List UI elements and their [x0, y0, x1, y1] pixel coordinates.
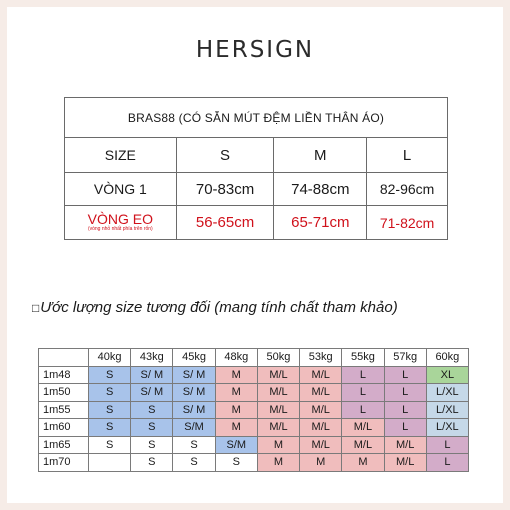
height-label: 1m55 — [38, 400, 89, 419]
size-cell: S — [214, 453, 258, 472]
size-cell: M/L — [256, 418, 301, 437]
height-label: 1m50 — [38, 383, 89, 402]
size-cell: S — [87, 365, 132, 384]
size-cell: S — [130, 435, 174, 454]
checkbox-icon: □ — [32, 301, 40, 315]
vongeo-m: 65-71cm — [273, 205, 368, 240]
size-cell: M — [256, 453, 301, 472]
size-cell: M/L — [299, 418, 343, 437]
weight-header-row: 40kg 43kg 45kg 48kg 50kg 53kg 55kg 57kg … — [38, 348, 470, 367]
size-cell: M/L — [341, 418, 385, 437]
weight-header: 55kg — [341, 348, 385, 367]
size-cell: S/M — [214, 435, 258, 454]
size-cell: S — [87, 383, 132, 402]
size-cell: S — [130, 453, 174, 472]
size-cell: L — [383, 383, 427, 402]
vongeo-s: 56-65cm — [175, 205, 275, 240]
size-cell: S — [87, 400, 132, 419]
table-row: 1m55 S S S/ M M M/L M/L L L L/XL — [38, 400, 470, 419]
size-cell: L/XL — [425, 383, 470, 402]
table-row: 1m60 S S S/M M M/L M/L M/L L L/XL — [38, 418, 470, 437]
size-cell: S — [87, 435, 132, 454]
size-cell: L/XL — [425, 418, 470, 437]
size-cell: M/L — [299, 365, 343, 384]
weight-header: 50kg — [256, 348, 301, 367]
header-size: SIZE — [64, 137, 177, 173]
table-row: 1m65 S S S S/M M M/L M/L M/L L — [38, 435, 470, 454]
size-cell: M — [214, 400, 258, 419]
height-label: 1m48 — [38, 365, 89, 384]
table-row: 1m70 S S S M M M M/L L — [38, 453, 470, 472]
weight-header: 60kg — [425, 348, 470, 367]
size-cell: L — [341, 365, 385, 384]
size-cell: M/L — [299, 383, 343, 402]
size-guide-card: HERSIGN BRAS88 (CÓ SẴN MÚT ĐỆM LIỀN THÂN… — [7, 7, 503, 503]
vong1-l: 82-96cm — [366, 172, 448, 206]
size-cell: S/ M — [172, 400, 216, 419]
size-cell: S/ M — [172, 383, 216, 402]
vongeo-label: VÒNG EO — [87, 211, 154, 227]
size-cell: S — [172, 435, 216, 454]
size-cell: L — [383, 418, 427, 437]
size-table: BRAS88 (CÓ SẴN MÚT ĐỆM LIỀN THÂN ÁO) SIZ… — [64, 97, 448, 240]
size-cell: L — [383, 400, 427, 419]
size-table-title: BRAS88 (CÓ SẴN MÚT ĐỆM LIỀN THÂN ÁO) — [64, 97, 448, 138]
header-m: M — [273, 137, 368, 173]
size-cell: L — [341, 383, 385, 402]
size-cell: XL — [425, 365, 470, 384]
weight-height-table: 40kg 43kg 45kg 48kg 50kg 53kg 55kg 57kg … — [38, 348, 470, 472]
weight-header: 48kg — [214, 348, 258, 367]
corner-cell — [38, 348, 89, 367]
size-cell: M/L — [299, 400, 343, 419]
size-cell: M/L — [299, 435, 343, 454]
weight-header: 57kg — [383, 348, 427, 367]
size-cell: M/L — [256, 383, 301, 402]
brand-logo: HERSIGN — [195, 37, 315, 63]
size-cell: M/L — [383, 435, 427, 454]
size-cell: S — [87, 418, 132, 437]
size-cell: S — [130, 418, 174, 437]
size-cell: L — [383, 365, 427, 384]
size-cell: S — [172, 453, 216, 472]
size-cell: S/M — [172, 418, 216, 437]
size-cell: L/XL — [425, 400, 470, 419]
header-l: L — [366, 137, 448, 173]
table-row: 1m50 S S/ M S/ M M M/L M/L L L L/XL — [38, 383, 470, 402]
table-row: 1m48 S S/ M S/ M M M/L M/L L L XL — [38, 365, 470, 384]
height-label: 1m65 — [38, 435, 89, 454]
size-cell: M — [256, 435, 301, 454]
size-cell: L — [341, 400, 385, 419]
weight-header: 40kg — [87, 348, 132, 367]
size-cell: M/L — [341, 435, 385, 454]
size-cell: M — [214, 383, 258, 402]
size-cell: M/L — [256, 365, 301, 384]
estimate-note: □Ước lượng size tương đối (mang tính chấ… — [32, 299, 492, 316]
size-cell: M — [341, 453, 385, 472]
size-cell: L — [425, 453, 470, 472]
estimate-note-text: Ước lượng size tương đối (mang tính chất… — [40, 299, 398, 316]
vong1-label: VÒNG 1 — [64, 172, 177, 206]
vong1-s: 70-83cm — [175, 172, 275, 206]
size-cell: M/L — [383, 453, 427, 472]
size-cell: M/L — [256, 400, 301, 419]
size-cell: S/ M — [130, 383, 174, 402]
size-cell: M — [214, 418, 258, 437]
weight-header: 43kg — [130, 348, 174, 367]
size-cell: S/ M — [172, 365, 216, 384]
weight-header: 53kg — [299, 348, 343, 367]
vong1-m: 74-88cm — [273, 172, 368, 206]
header-s: S — [175, 137, 275, 173]
height-label: 1m70 — [38, 453, 89, 472]
height-label: 1m60 — [38, 418, 89, 437]
size-cell: S — [130, 400, 174, 419]
vongeo-note: (vòng nhỏ nhất phía trên rốn) — [87, 226, 153, 232]
vongeo-label-cell: VÒNG EO (vòng nhỏ nhất phía trên rốn) — [64, 205, 177, 240]
vongeo-l: 71-82cm — [366, 205, 448, 240]
size-cell — [87, 453, 132, 472]
size-cell: M — [214, 365, 258, 384]
size-cell: M — [299, 453, 343, 472]
size-cell: L — [425, 435, 470, 454]
weight-header: 45kg — [172, 348, 216, 367]
size-cell: S/ M — [130, 365, 174, 384]
